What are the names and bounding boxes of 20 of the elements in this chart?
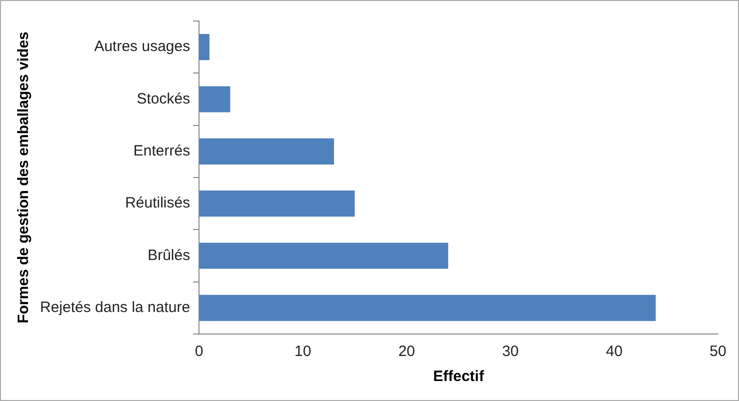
x-axis-title: Effectif: [433, 368, 485, 386]
x-tick-label: 40: [606, 343, 623, 360]
bar: [199, 86, 230, 112]
y-tick-label: Autres usages: [94, 38, 190, 56]
x-tick-label: 0: [194, 343, 204, 360]
y-tick-label: Stockés: [136, 90, 190, 108]
x-tick-label: 50: [710, 343, 726, 360]
bar: [199, 190, 355, 217]
x-tick-label: 10: [294, 343, 312, 360]
y-tick-label: Enterrés: [133, 142, 190, 160]
bar: [199, 242, 448, 269]
y-tick-label: Brûlés: [148, 246, 190, 264]
y-axis-title: Formes de gestion des emballages vides: [15, 32, 32, 324]
x-tick-label: 20: [398, 343, 415, 360]
bar: [199, 34, 210, 60]
y-tick-label: Réutilisés: [125, 194, 190, 212]
y-tick-label: Rejetés dans la nature: [40, 299, 190, 316]
bar: [199, 294, 656, 321]
x-tick-label: 30: [502, 343, 519, 360]
bar: [199, 138, 334, 164]
